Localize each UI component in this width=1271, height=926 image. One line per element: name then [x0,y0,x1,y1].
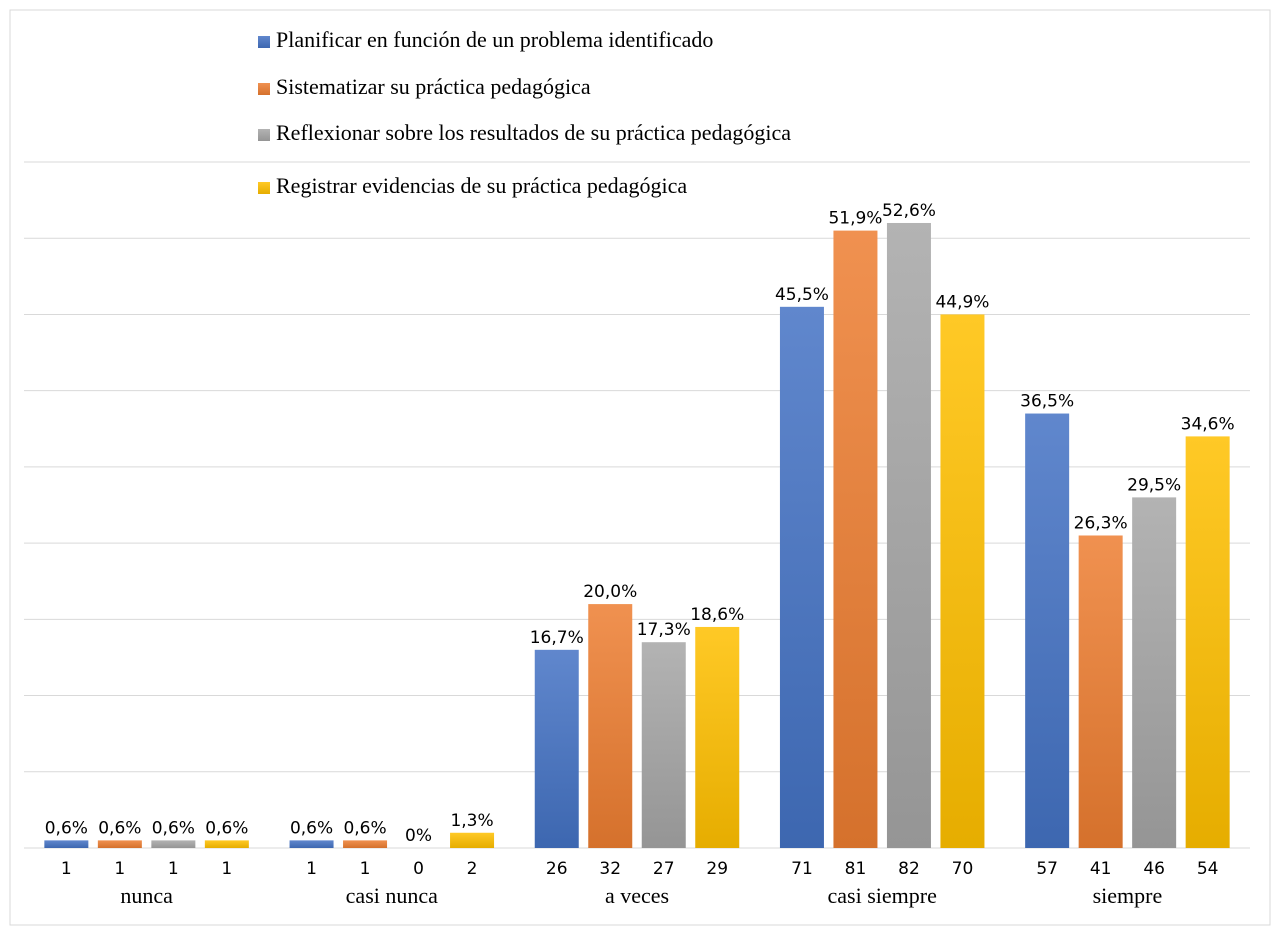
bar [151,840,196,848]
count-label: 0 [413,859,424,879]
count-label: 1 [221,859,232,879]
bar [534,649,579,848]
bar [450,832,495,848]
bar [940,314,985,848]
percent-label: 17,3% [637,620,691,640]
bar [833,230,878,849]
count-label: 26 [546,859,568,879]
bar [343,840,388,848]
x-tick-label: siempre [1093,883,1163,908]
count-label: 82 [898,859,920,879]
percent-label: 0,6% [152,818,195,838]
count-label: 54 [1197,859,1219,879]
legend-label: Planificar en función de un problema ide… [276,27,713,52]
legend-swatch [258,129,270,141]
count-label: 1 [61,859,72,879]
x-tick-label: casi siempre [828,883,937,908]
percent-label: 16,7% [530,628,584,648]
bar [1078,535,1123,848]
legend-swatch [258,83,270,95]
bar [588,604,633,848]
percent-label: 36,5% [1020,392,1074,412]
percent-label: 20,0% [583,582,637,602]
legend-swatch [258,182,270,194]
bar [779,306,824,848]
count-label: 29 [706,859,728,879]
percent-label: 0% [405,826,432,846]
bar [204,840,249,848]
percent-label: 29,5% [1127,475,1181,495]
percent-label: 1,3% [450,811,493,831]
chart-border [9,9,1271,926]
bar [97,840,142,848]
percent-label: 51,9% [828,209,882,229]
count-label: 1 [306,859,317,879]
percent-label: 18,6% [690,605,744,625]
count-label: 1 [114,859,125,879]
legend-swatch [258,36,270,48]
count-label: 70 [952,859,974,879]
bar [1025,413,1070,848]
bar [1132,497,1177,848]
count-label: 1 [360,859,371,879]
legend-label: Registrar evidencias de su práctica peda… [276,173,687,198]
percent-label: 0,6% [205,818,248,838]
bar [44,840,89,848]
count-label: 32 [599,859,621,879]
count-label: 81 [845,859,867,879]
bar [1185,436,1230,848]
count-label: 46 [1143,859,1165,879]
percent-label: 0,6% [343,818,386,838]
count-label: 57 [1036,859,1058,879]
x-tick-label: casi nunca [346,883,438,908]
bar [289,840,334,848]
percent-label: 0,6% [98,818,141,838]
percent-label: 0,6% [45,818,88,838]
bar [641,642,686,848]
percent-label: 45,5% [775,285,829,305]
percent-label: 0,6% [290,818,333,838]
count-label: 27 [653,859,675,879]
x-tick-label: a veces [605,883,669,908]
bar [886,222,931,848]
legend-label: Reflexionar sobre los resultados de su p… [276,120,791,145]
percent-label: 52,6% [882,201,936,221]
count-label: 2 [467,859,478,879]
bar [695,626,740,848]
count-label: 41 [1090,859,1112,879]
legend-label: Sistematizar su práctica pedagógica [276,74,591,99]
count-label: 71 [791,859,813,879]
x-tick-label: nunca [120,883,173,908]
percent-label: 26,3% [1074,513,1128,533]
count-label: 1 [168,859,179,879]
percent-label: 44,9% [935,292,989,312]
percent-label: 34,6% [1181,414,1235,434]
